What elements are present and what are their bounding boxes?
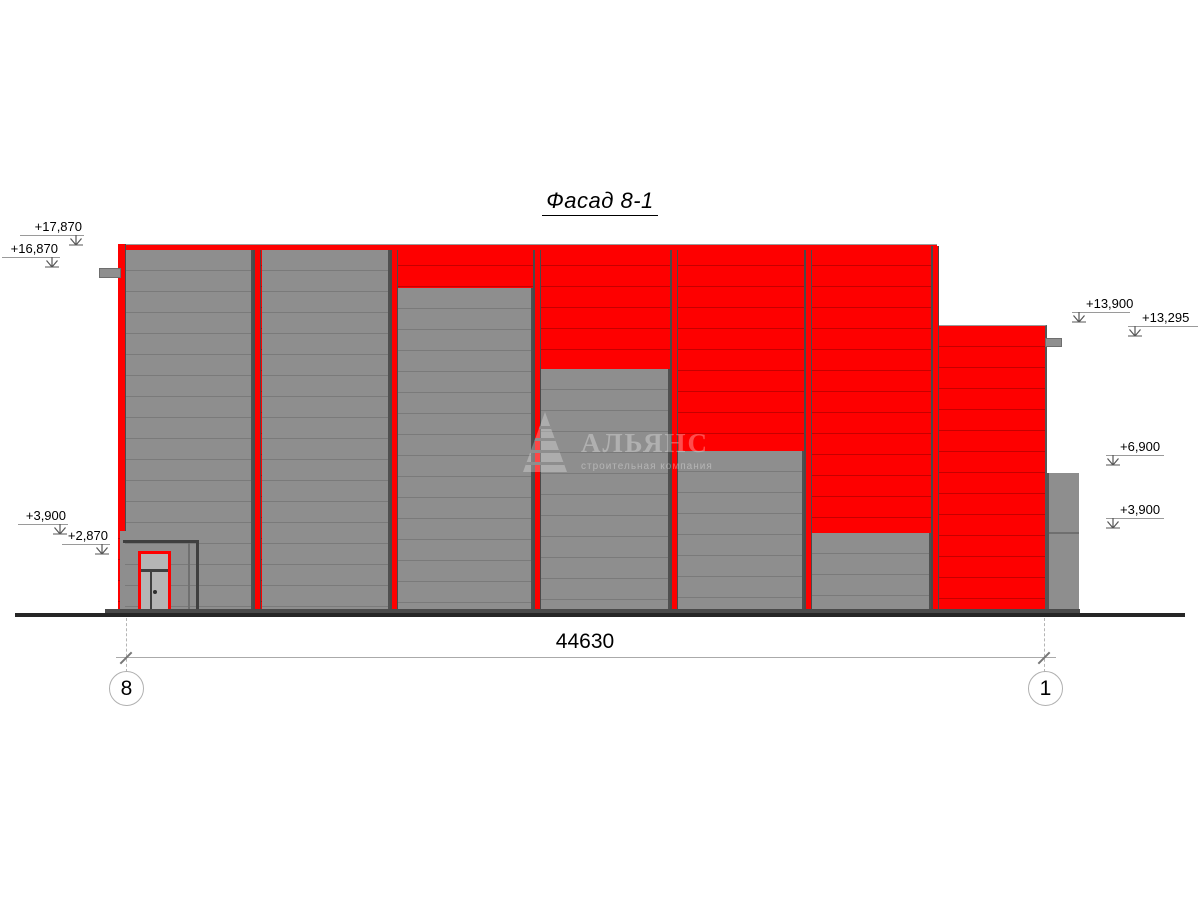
elevation-arrow-icon xyxy=(53,524,67,535)
elevation-arrow-icon xyxy=(1128,326,1142,337)
entrance-portal-post xyxy=(196,540,199,613)
red-divider-3 xyxy=(533,250,541,613)
grid-bubble-8: 8 xyxy=(109,671,144,706)
elevation-marker-16870: +16,870 xyxy=(2,241,60,268)
gray-panel-3 xyxy=(397,288,533,613)
grid-bubble-1: 1 xyxy=(1028,671,1063,706)
extension-line-left xyxy=(126,618,127,672)
elevation-arrow-icon xyxy=(1106,455,1120,466)
elevation-arrow-icon xyxy=(45,257,59,268)
left-gutter-tab xyxy=(99,268,121,278)
ground-line xyxy=(15,613,1185,617)
red-divider-4 xyxy=(670,250,678,613)
elevation-marker-3900-left: +3,900 xyxy=(18,508,68,535)
elevation-arrow-icon xyxy=(1072,312,1086,323)
elevation-arrow-icon xyxy=(95,544,109,555)
right-return-wall xyxy=(1047,473,1079,613)
elevation-label: +13,295 xyxy=(1128,310,1198,327)
elevation-arrow-icon xyxy=(69,235,83,246)
elevation-marker-13900: +13,900 xyxy=(1072,296,1133,323)
facade-red-wall-low xyxy=(937,325,1047,614)
red-divider-1 xyxy=(253,250,261,613)
red-divider-2 xyxy=(390,250,398,613)
grid-axis-label: 8 xyxy=(120,676,133,700)
door-handle-icon xyxy=(153,590,157,594)
entrance-portal-lintel xyxy=(123,540,199,543)
dimension-line xyxy=(116,657,1056,658)
elevation-marker-6900: +6,900 xyxy=(1106,439,1164,466)
red-divider-5 xyxy=(804,250,812,613)
elevation-label: +6,900 xyxy=(1106,439,1164,456)
entrance-portal-inner-post xyxy=(188,543,190,613)
elevation-label: +2,870 xyxy=(62,528,110,545)
left-corner-strip xyxy=(120,531,125,613)
gray-panel-4 xyxy=(540,369,670,613)
plinth-edge xyxy=(105,609,1080,613)
elevation-label: +3,900 xyxy=(18,508,68,525)
page-title-text: Фасад 8-1 xyxy=(542,188,658,216)
elevation-label: +17,870 xyxy=(20,219,84,236)
door-stile xyxy=(150,569,152,610)
elevation-marker-2870: +2,870 xyxy=(62,528,110,555)
return-wall-joint xyxy=(1049,532,1079,534)
entrance-door xyxy=(138,551,171,613)
elevation-marker-3900-right: +3,900 xyxy=(1106,502,1164,529)
dimension-total-width: 44630 xyxy=(555,630,615,653)
elevation-marker-17870: +17,870 xyxy=(20,219,84,246)
red-divider-6 xyxy=(931,246,939,613)
elevation-label: +16,870 xyxy=(2,241,60,258)
page-title: Фасад 8-1 xyxy=(0,188,1200,216)
extension-line-right xyxy=(1044,618,1045,672)
gray-panel-6 xyxy=(810,533,931,613)
gray-panel-5 xyxy=(675,451,804,613)
elevation-marker-13295: +13,295 xyxy=(1128,310,1198,337)
gray-panel-2 xyxy=(262,250,390,613)
elevation-label: +13,900 xyxy=(1072,296,1133,313)
grid-axis-label: 1 xyxy=(1039,676,1052,700)
right-gutter-tab xyxy=(1045,338,1062,347)
elevation-arrow-icon xyxy=(1106,518,1120,529)
elevation-label: +3,900 xyxy=(1106,502,1164,519)
door-transom-bar xyxy=(141,569,168,572)
left-red-border xyxy=(118,244,126,531)
